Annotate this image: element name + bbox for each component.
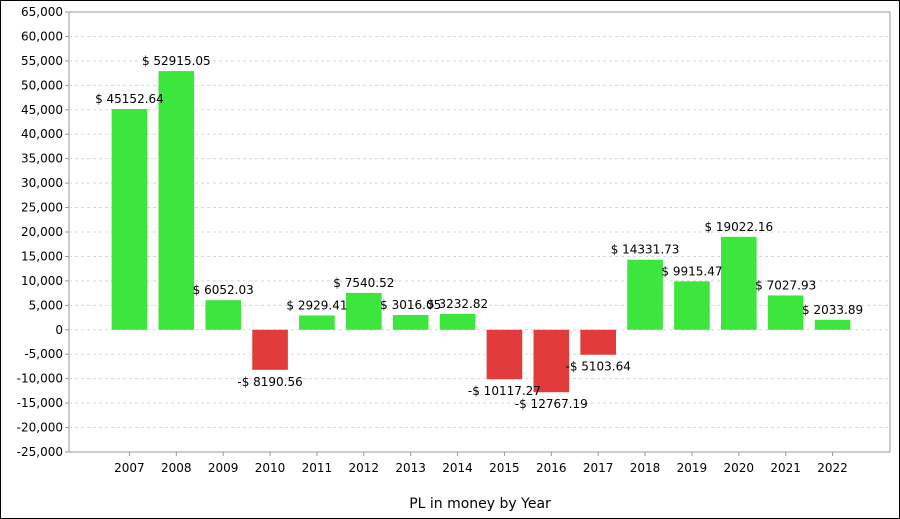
data-label-2020: $ 19022.16 (704, 220, 773, 234)
y-tick-label: 40,000 (21, 127, 63, 141)
y-tick-label: 10,000 (21, 274, 63, 288)
bar-2008 (158, 71, 195, 330)
bar-2016 (533, 329, 570, 393)
y-tick-label: 45,000 (21, 103, 63, 117)
y-tick-label: 60,000 (21, 29, 63, 43)
y-tick-label: -15,000 (17, 396, 63, 410)
data-label-2018: $ 14331.73 (611, 243, 680, 257)
y-tick-label: 30,000 (21, 176, 63, 190)
y-tick-label: -5,000 (24, 347, 63, 361)
data-label-2017: -$ 5103.64 (565, 360, 630, 374)
data-label-2019: $ 9915.47 (661, 264, 722, 278)
bar-2009 (205, 300, 241, 330)
data-label-2011: $ 2929.41 (286, 298, 347, 312)
y-tick-label: -10,000 (17, 372, 63, 386)
data-label-2010: -$ 8190.56 (237, 375, 302, 389)
grid-layer (68, 11, 891, 453)
data-label-2021: $ 7027.93 (755, 278, 816, 292)
bar-2011 (299, 315, 335, 330)
bar-2012 (346, 292, 382, 330)
x-tick-label-2011: 2011 (302, 461, 333, 475)
bar-2020 (721, 236, 757, 330)
y-tick-label: 65,000 (21, 5, 63, 19)
y-tick-label: 25,000 (21, 201, 63, 215)
x-axis-title: PL in money by Year (409, 496, 551, 512)
y-tick-label: 0 (55, 323, 63, 337)
data-label-2016: -$ 12767.19 (515, 397, 588, 411)
y-tick-label: 50,000 (21, 78, 63, 92)
x-tick-label-2009: 2009 (208, 461, 239, 475)
data-label-2009: $ 6052.03 (193, 283, 254, 297)
x-tick-label-2010: 2010 (255, 461, 286, 475)
bar-2010 (252, 329, 288, 370)
y-tick-label: 20,000 (21, 225, 63, 239)
y-tick-label: 15,000 (21, 249, 63, 263)
x-tick-label-2007: 2007 (114, 461, 145, 475)
bar-2022 (814, 319, 851, 330)
x-tick-label-2016: 2016 (536, 461, 567, 475)
bar-2015 (486, 329, 523, 380)
data-label-2012: $ 7540.52 (333, 276, 394, 290)
bar-2018 (627, 259, 663, 330)
axis-layer: 65,000 60,000 55,000 50,000 45,000 40,000 35,0… (17, 5, 848, 475)
data-label-2015: -$ 10117.27 (468, 384, 541, 398)
data-label-2013: $ 3016.05 (380, 298, 441, 312)
x-tick-label-2012: 2012 (349, 461, 380, 475)
y-tick-label: -20,000 (17, 421, 63, 435)
y-tick-label: 55,000 (21, 54, 63, 68)
bar-2019 (674, 281, 710, 330)
x-tick-label-2014: 2014 (442, 461, 473, 475)
data-label-2008: $ 52915.05 (142, 54, 211, 68)
x-tick-label-2013: 2013 (395, 461, 426, 475)
x-tick-label-2022: 2022 (817, 461, 848, 475)
y-tick-label: -25,000 (17, 445, 63, 459)
x-tick-label-2020: 2020 (724, 461, 755, 475)
data-label-2007: $ 45152.64 (95, 92, 164, 106)
x-tick-label-2017: 2017 (583, 461, 614, 475)
x-tick-label-2008: 2008 (161, 461, 192, 475)
bar-2017 (580, 329, 616, 355)
bar-2013 (392, 315, 429, 330)
bar-2014 (439, 313, 476, 330)
x-tick-label-2018: 2018 (630, 461, 661, 475)
data-label-2014: $ 3232.82 (427, 297, 488, 311)
data-label-2022: $ 2033.89 (802, 303, 863, 317)
bar-2007 (111, 109, 148, 330)
x-tick-label-2021: 2021 (770, 461, 801, 475)
bar-layer (111, 71, 851, 393)
x-tick-label-2019: 2019 (677, 461, 708, 475)
y-tick-label: 5,000 (29, 298, 63, 312)
data-label-layer: $ 45152.64 $ 52915.05 $ 6052.03 -$ 8190.56 $… (95, 54, 863, 411)
x-tick-label-2015: 2015 (489, 461, 520, 475)
bar-2021 (767, 295, 804, 330)
y-tick-label: 35,000 (21, 152, 63, 166)
